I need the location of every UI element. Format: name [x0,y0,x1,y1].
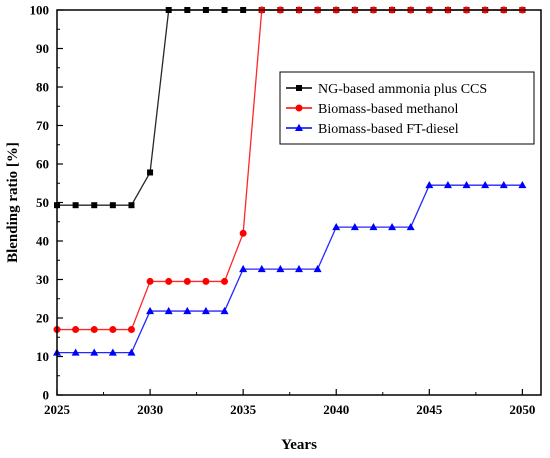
data-point [72,326,80,334]
data-point [481,180,490,189]
x-tick-label: 2045 [416,402,443,417]
y-tick-label: 100 [30,3,50,18]
legend: NG-based ammonia plus CCS Biomass-based m… [279,71,535,145]
data-point [127,326,135,334]
data-point [369,222,378,231]
y-tick-label: 10 [36,349,49,364]
legend-box [279,71,535,145]
x-tick-label: 2050 [509,402,535,417]
data-point [239,229,247,237]
legend-entry: NG-based ammonia plus CCS [286,82,487,97]
data-point [165,277,173,285]
data-point [164,306,173,315]
data-point [425,180,434,189]
x-tick-label: 2035 [230,402,257,417]
data-point [388,222,397,231]
data-point [202,277,210,285]
legend-label: Biomass-based FT-diesel [318,122,459,137]
plot-content [53,6,527,356]
data-point [146,277,154,285]
data-point [518,180,527,189]
y-tick-label: 70 [36,118,49,133]
data-point [146,306,155,315]
data-point [462,180,471,189]
y-tick-label: 20 [36,311,49,326]
data-point [276,264,285,273]
series-line [57,184,523,354]
data-point [90,326,98,334]
data-point [239,264,248,273]
data-point [128,202,135,209]
x-tick-label: 2040 [323,402,349,417]
x-axis-title: Years [281,437,317,453]
data-point [147,169,154,176]
legend-entry: Biomass-based FT-diesel [286,122,459,137]
data-point [313,264,322,273]
y-axis: 0 10 20 30 40 50 60 70 80 90 100 [30,3,63,403]
data-point [90,348,99,356]
data-point [499,180,508,189]
x-tick-label: 2025 [44,402,71,417]
data-point [332,222,341,231]
legend-marker [296,85,302,91]
series-triangle [53,180,527,356]
data-point [183,277,191,285]
legend-entry: Biomass-based methanol [286,102,458,117]
y-tick-label: 30 [36,272,49,287]
data-point [109,202,116,209]
y-tick-label: 60 [36,157,49,172]
data-point [109,326,117,334]
data-point [221,277,229,285]
data-point [91,202,98,209]
data-point [72,202,79,209]
data-point [220,306,229,315]
y-tick-label: 90 [36,41,49,56]
data-point [71,348,80,356]
data-point [201,306,210,315]
y-tick-label: 40 [36,234,49,249]
series-line [57,9,523,331]
legend-marker [295,104,303,112]
plot-frame [56,9,542,396]
y-axis-title: Blending ratio [%] [5,142,21,263]
y-tick-label: 50 [36,195,49,210]
series-circle [53,6,526,334]
x-tick-label: 2030 [137,402,163,417]
data-point [257,264,266,273]
data-point [406,222,415,231]
y-tick-label: 80 [36,80,49,95]
data-point [108,348,117,356]
legend-label: NG-based ammonia plus CCS [318,82,487,97]
data-point [295,264,303,273]
data-point [350,222,359,231]
data-point [183,306,192,315]
legend-label: Biomass-based methanol [318,102,458,117]
data-point [443,180,452,189]
y-tick-label: 0 [43,388,50,403]
data-point [127,348,136,356]
x-axis: 2025 2030 2035 2040 2045 2050 [44,389,535,417]
legend-marker [295,123,303,131]
